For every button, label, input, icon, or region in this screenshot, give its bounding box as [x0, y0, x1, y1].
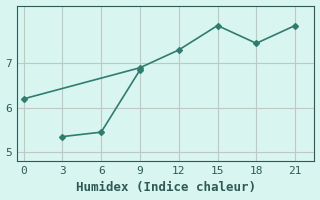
X-axis label: Humidex (Indice chaleur): Humidex (Indice chaleur): [76, 181, 256, 194]
